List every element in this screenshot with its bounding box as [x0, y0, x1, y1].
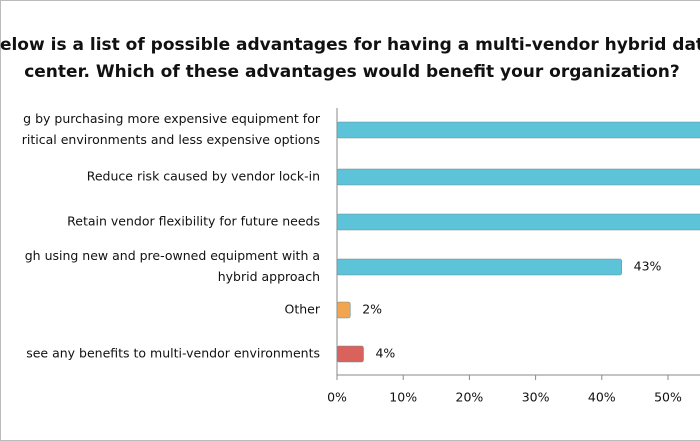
y-tick-label: ritical environments and less expensive … [22, 132, 320, 147]
x-tick-label: 30% [522, 390, 550, 405]
bar [336, 121, 700, 139]
chart-title: center. Which of these advantages would … [24, 62, 680, 82]
data-label: 4% [375, 346, 395, 361]
bar [336, 301, 351, 319]
data-label: 43% [634, 259, 662, 274]
x-tick-label: 40% [588, 390, 616, 405]
chart-title: elow is a list of possible advantages fo… [0, 35, 700, 55]
bar [336, 345, 364, 363]
y-tick-label: see any benefits to multi-vendor environ… [26, 346, 320, 361]
y-tick-label: Retain vendor flexibility for future nee… [67, 214, 320, 229]
y-tick-label: Reduce risk caused by vendor lock-in [87, 169, 320, 184]
x-tick-label: 50% [654, 390, 682, 405]
y-tick-label: g by purchasing more expensive equipment… [23, 111, 321, 126]
bar [336, 258, 622, 276]
data-label: 2% [362, 302, 382, 317]
y-tick-label: hybrid approach [218, 269, 320, 284]
y-tick-label: Other [285, 302, 321, 317]
bar [336, 168, 700, 186]
x-tick-label: 10% [389, 390, 417, 405]
y-tick-label: gh using new and pre-owned equipment wit… [25, 248, 320, 263]
x-tick-label: 0% [327, 390, 347, 405]
x-tick-label: 20% [456, 390, 484, 405]
bar [336, 213, 700, 231]
